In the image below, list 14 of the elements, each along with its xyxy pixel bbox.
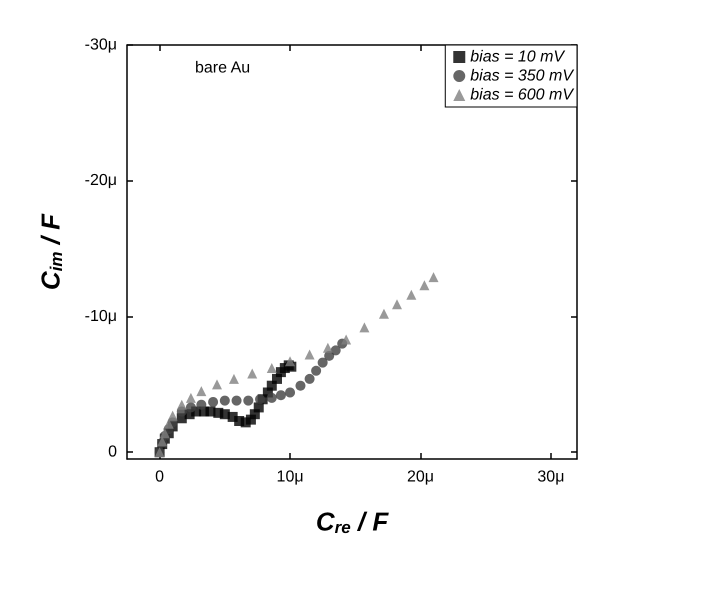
annotation: bare Au <box>195 60 250 76</box>
y-axis-title: Cim / F <box>36 212 66 290</box>
legend-label: bias = 350 mV <box>470 68 574 84</box>
x-tick-label: 10μ <box>276 468 304 486</box>
x-tick-label: 30μ <box>537 468 564 486</box>
x-tick-label: 20μ <box>406 468 434 486</box>
legend-label: bias = 600 mV <box>470 86 574 104</box>
y-tick-label: 0 <box>108 444 118 461</box>
y-tick-label: -20μ <box>84 172 117 190</box>
legend-label: bias = 10 mV <box>470 48 566 66</box>
y-tick-label: -10μ <box>84 308 117 325</box>
y-tick-label: -30μ <box>84 36 117 54</box>
x-axis-title: Cre / F <box>316 506 390 537</box>
x-tick-label: 0 <box>155 468 164 486</box>
